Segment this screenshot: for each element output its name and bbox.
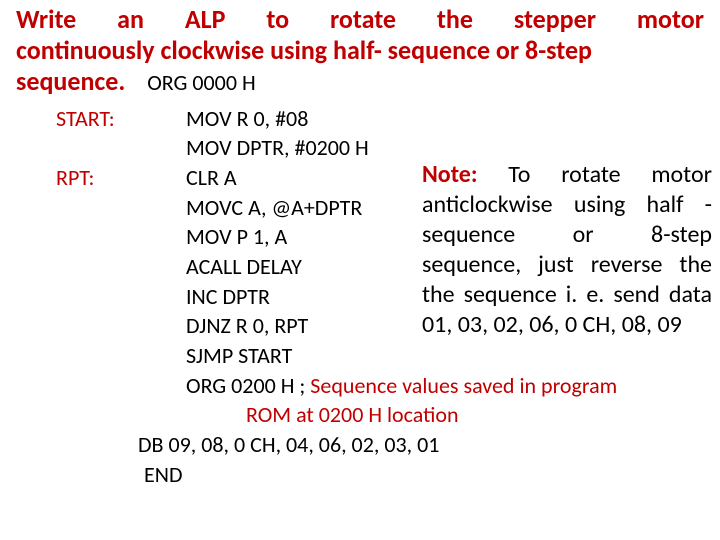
instr-2: MOV DPTR, #0200 H xyxy=(186,133,704,163)
title-w4: to xyxy=(266,4,289,35)
code-row-10: ORG 0200 H ; Sequence values saved in pr… xyxy=(16,371,704,401)
label-rpt: RPT: xyxy=(16,163,186,193)
label-empty-2 xyxy=(16,133,186,163)
instr-10: ORG 0200 H ; Sequence values saved in pr… xyxy=(186,371,704,401)
title-line-1: Write an ALP to rotate the stepper motor xyxy=(16,4,704,35)
title-w2: an xyxy=(117,4,144,35)
instr-9: SJMP START xyxy=(186,341,704,371)
label-empty-4 xyxy=(16,193,186,223)
title-w7: stepper xyxy=(514,4,596,35)
label-empty-6 xyxy=(16,252,186,282)
db-directive: DB 09, 08, 0 CH, 04, 06, 02, 03, 01 xyxy=(138,430,704,460)
label-empty-9 xyxy=(16,341,186,371)
code-row-9: SJMP START xyxy=(16,341,704,371)
title-w3: ALP xyxy=(185,4,226,35)
label-empty-10 xyxy=(16,371,186,401)
title-line-2: continuously clockwise using half- seque… xyxy=(16,35,704,66)
title-w8: motor xyxy=(637,4,704,35)
end-directive: END xyxy=(144,460,704,490)
note-label: Note: xyxy=(422,160,508,189)
title-line-3: sequence. xyxy=(16,65,125,97)
note-box: Note: To rotate motor anticlockwise usin… xyxy=(422,160,712,340)
slide-title: Write an ALP to rotate the stepper motor… xyxy=(16,4,704,98)
title-w6: the xyxy=(437,4,473,35)
title-w5: rotate xyxy=(330,4,396,35)
code-row-1: START: MOV R 0, #08 xyxy=(16,104,704,134)
label-empty-8 xyxy=(16,311,186,341)
instr-1: MOV R 0, #08 xyxy=(186,104,704,134)
code-listing: START: MOV R 0, #08 MOV DPTR, #0200 H RP… xyxy=(16,104,704,490)
org-directive: ORG 0000 H xyxy=(147,69,255,96)
label-empty-7 xyxy=(16,282,186,312)
code-row-2: MOV DPTR, #0200 H xyxy=(16,133,704,163)
title-w1: Write xyxy=(16,4,76,35)
comment-seq: Sequence values saved in program xyxy=(310,372,617,399)
org-second: ORG 0200 H ; xyxy=(186,372,310,399)
comment-rom: ROM at 0200 H location xyxy=(246,400,704,430)
label-start: START: xyxy=(16,104,186,134)
slide-container: Write an ALP to rotate the stepper motor… xyxy=(0,0,720,490)
label-empty-5 xyxy=(16,222,186,252)
